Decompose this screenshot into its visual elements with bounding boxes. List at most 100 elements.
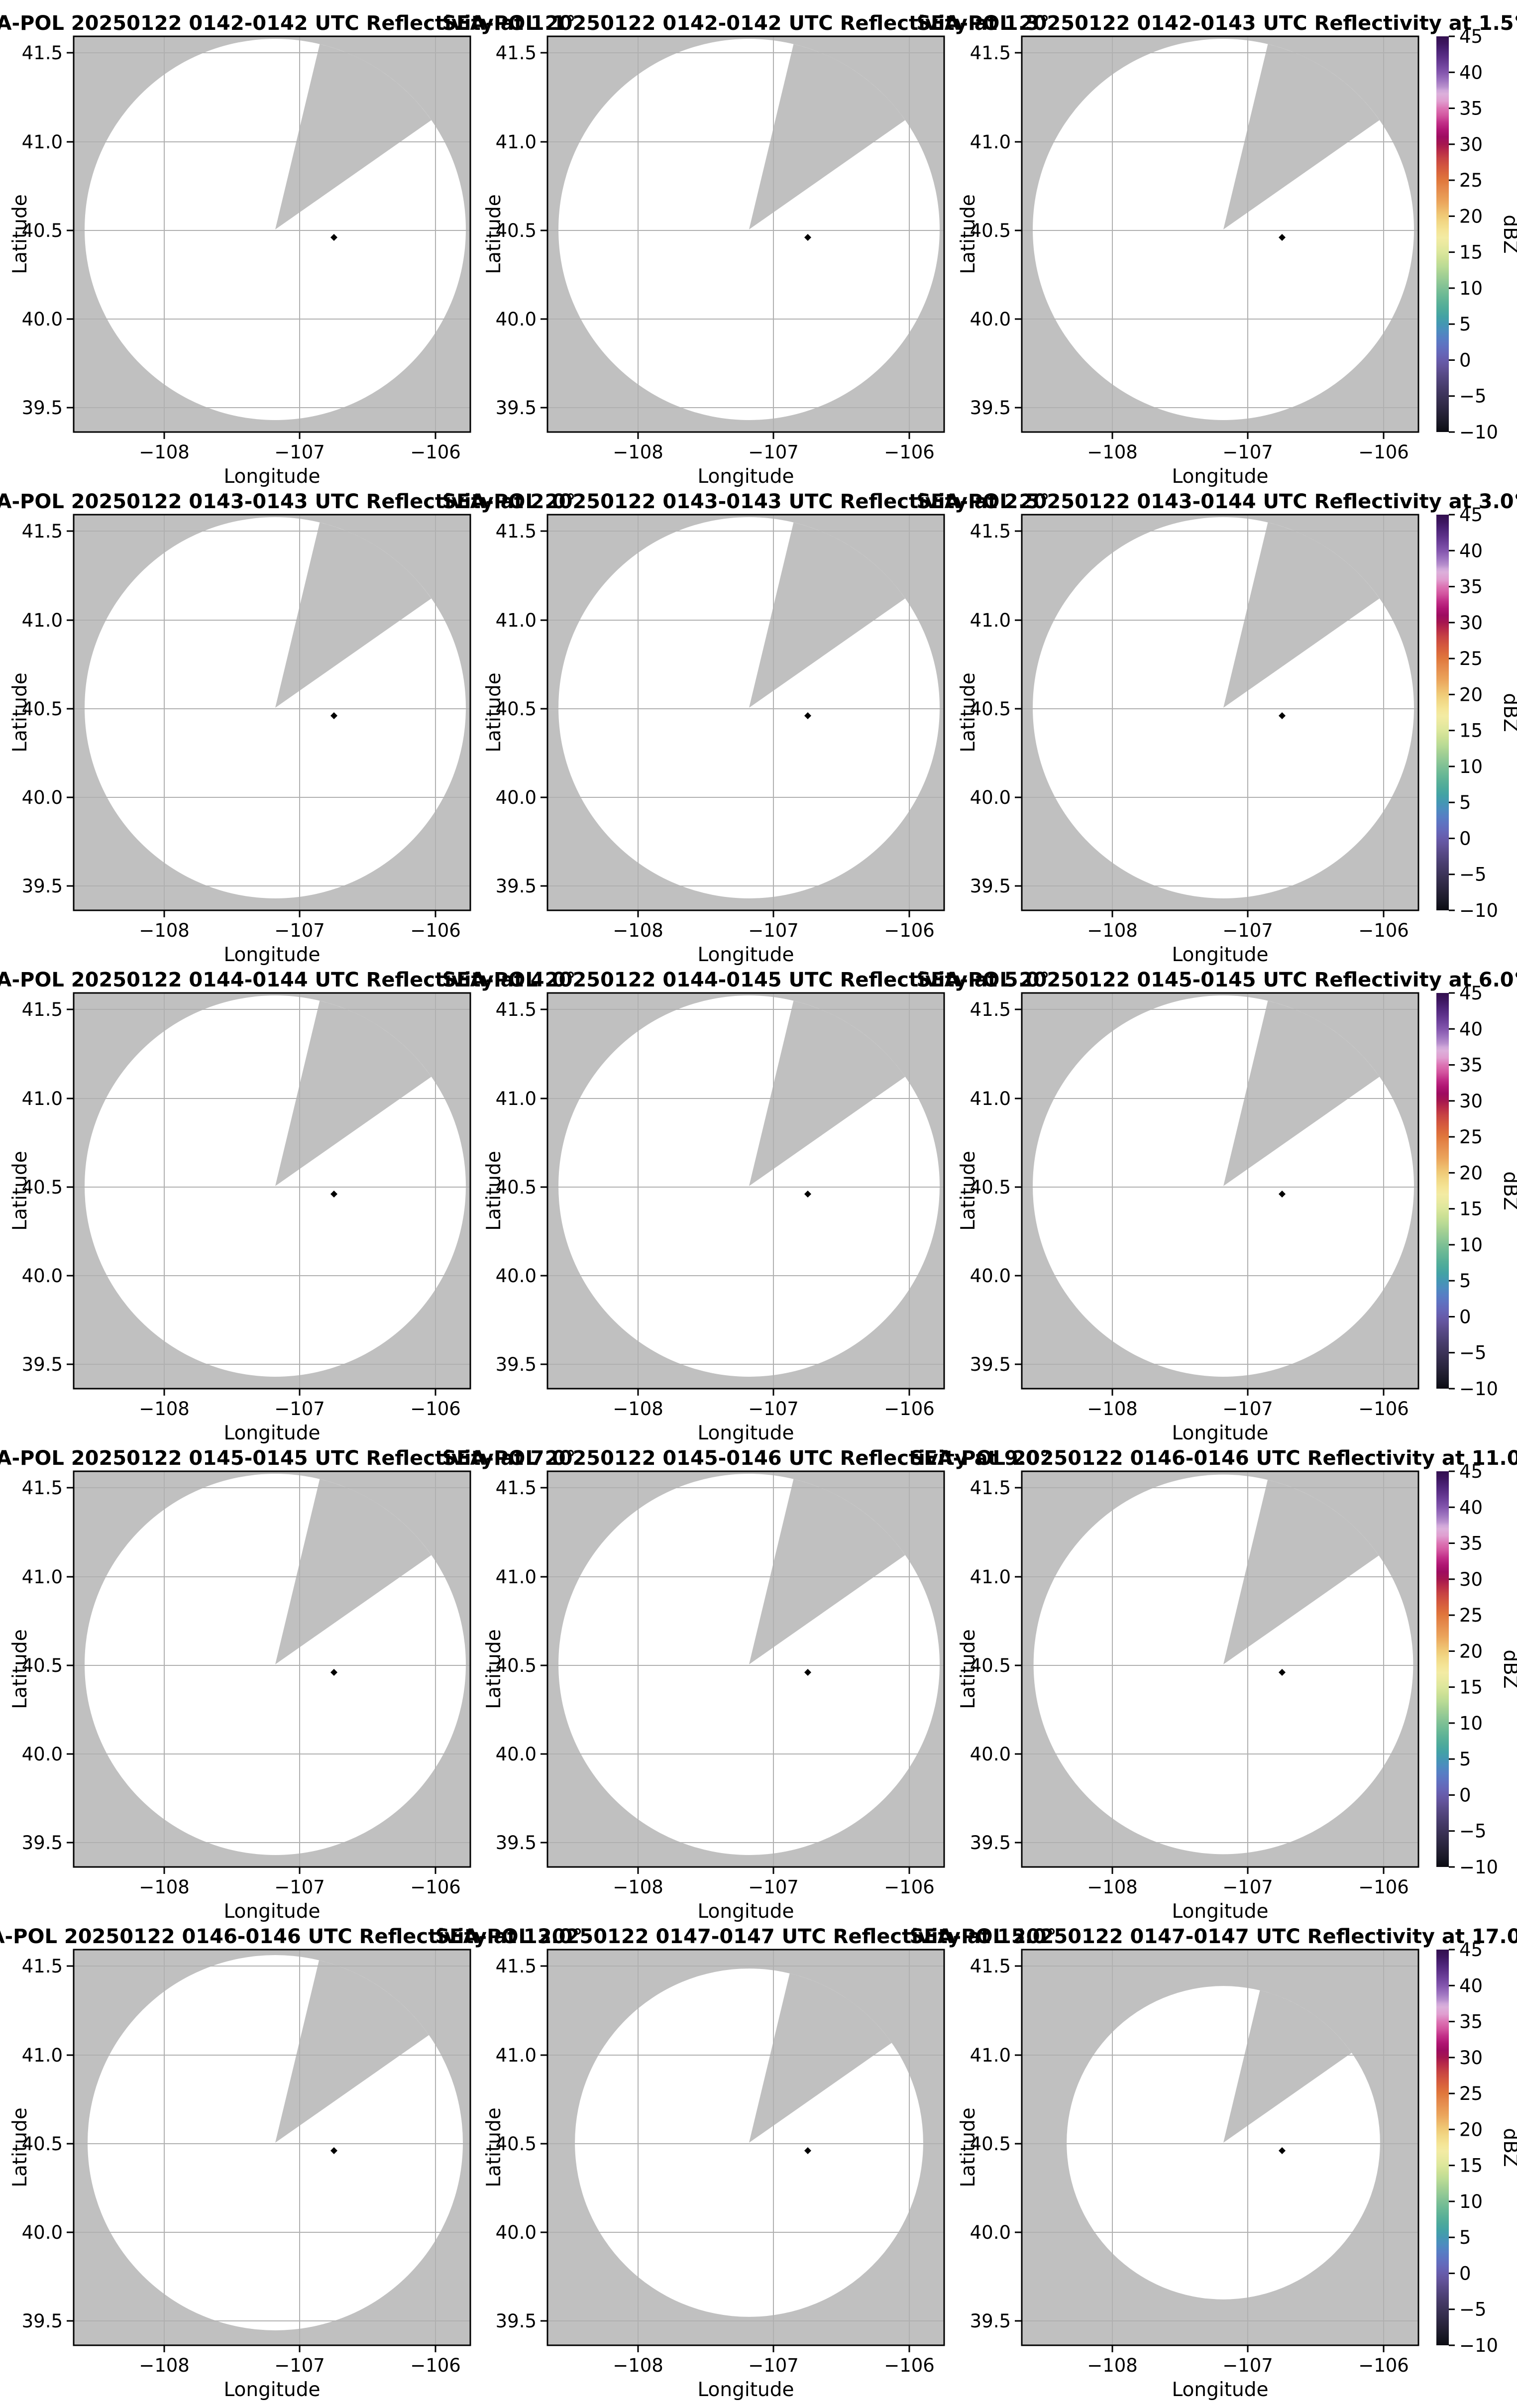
x-tick-label: −106 [1358,2355,1409,2376]
panel-border [546,35,945,433]
y-axis-label: Latitude [483,2107,505,2188]
x-tick-label: −106 [884,1398,935,1420]
y-tick-label: 39.5 [496,1354,537,1375]
panel-border [546,1949,945,2346]
x-tick-label: −108 [1087,1398,1138,1420]
site-marker [804,1669,811,1676]
panel-title: SEA-POL 20250122 0142-0142 UTC Reflectiv… [442,12,1049,35]
panel-border [1021,1470,1419,1868]
y-tick-label: 41.5 [22,1956,63,1977]
x-tick-label: −108 [139,920,190,941]
site-marker [804,1191,811,1198]
y-tick-label: 39.5 [22,2310,63,2332]
site-marker [330,1191,337,1198]
y-tick-label: 39.5 [496,1832,537,1854]
ppi-panel-11: SEA-POL 20250122 0146-0146 UTC Reflectiv… [909,1447,1517,1923]
colorbar-tick-label: −5 [1459,864,1487,885]
y-tick-label: 40.5 [496,220,537,241]
y-tick-label: 40.0 [496,2222,537,2243]
x-tick-label: −107 [748,441,799,463]
y-tick-label: 41.0 [970,1088,1011,1109]
y-tick-label: 41.5 [22,1477,63,1499]
y-axis-label: Latitude [9,2107,31,2188]
y-tick-label: 41.5 [496,1477,537,1499]
y-axis-label: Latitude [957,1629,979,1709]
ppi-panel-4: SEA-POL 20250122 0144-0144 UTC Reflectiv… [0,969,576,1444]
y-tick-label: 40.5 [22,1655,63,1676]
y-axis-label: Latitude [483,1151,505,1231]
panel-title: SEA-POL 20250122 0147-0147 UTC Reflectiv… [435,1925,1056,1948]
y-axis-label: Latitude [9,672,31,753]
colorbar-unit-label: dBZ [1499,2128,1517,2167]
y-axis-label: Latitude [957,194,979,274]
x-axis-label: Longitude [1172,1422,1269,1444]
y-tick-label: 41.0 [22,2045,63,2066]
blocked-sector-wedge [1223,522,1380,708]
colorbar-gradient [1436,1471,1449,1867]
colorbar-tick-label: 35 [1459,1055,1483,1076]
x-tick-label: −106 [410,1398,461,1420]
colorbar-tick-label: 30 [1459,2047,1483,2069]
colorbar-tick-label: 5 [1459,792,1471,813]
y-tick-label: 41.5 [496,42,537,64]
x-axis-label: Longitude [224,1422,321,1444]
y-tick-label: 40.0 [22,787,63,808]
colorbar-tick-label: 45 [1459,983,1483,1004]
colorbar-tick-label: 5 [1459,1749,1471,1770]
colorbar-row-4: 45 40 35 30 25 20 15 10 5 0 −5 −10 dBZ [1436,1461,1517,1878]
y-tick-label: 39.5 [970,876,1011,897]
panel-border [546,1470,945,1868]
site-marker [1279,1669,1286,1676]
y-axis-label: Latitude [483,672,505,753]
y-axis-label: Latitude [483,194,505,274]
colorbar-unit-label: dBZ [1499,693,1517,732]
blocked-sector-wedge [275,522,432,708]
y-tick-label: 41.5 [970,999,1011,1020]
blocked-sector-wedge [1223,44,1380,229]
panel-border [73,514,471,911]
panel-border [1021,1949,1419,2346]
x-tick-label: −107 [1222,2355,1273,2376]
x-tick-label: −106 [1358,920,1409,941]
x-tick-label: −106 [884,441,935,463]
blocked-sector-wedge [749,1973,892,2143]
x-tick-label: −108 [1087,1876,1138,1898]
panel-border [1021,35,1419,433]
x-tick-label: −107 [1222,1398,1273,1420]
blocked-sector-wedge [749,1000,905,1186]
x-tick-label: −107 [274,441,325,463]
y-tick-label: 40.0 [22,1744,63,1765]
y-tick-label: 39.5 [22,1832,63,1854]
x-axis-label: Longitude [698,2379,794,2401]
site-marker [330,712,337,719]
panel-border [546,514,945,911]
y-tick-label: 39.5 [22,1354,63,1375]
y-tick-label: 40.0 [496,309,537,330]
panel-border [73,1949,471,2346]
y-axis-label: Latitude [957,2107,979,2188]
colorbar-tick-label: 25 [1459,2083,1483,2104]
colorbar-tick-label: 40 [1459,62,1483,83]
panel-title: SEA-POL 20250122 0145-0145 UTC Reflectiv… [916,969,1517,991]
y-tick-label: 41.5 [22,521,63,542]
y-tick-label: 40.0 [970,1744,1011,1765]
blocked-sector-wedge [749,44,905,229]
colorbar-tick-label: 15 [1459,720,1483,742]
blocked-sector-wedge [275,44,432,229]
panel-title: SEA-POL 20250122 0143-0144 UTC Reflectiv… [916,490,1517,513]
colorbar-unit-label: dBZ [1499,1171,1517,1210]
x-tick-label: −108 [613,2355,663,2376]
x-tick-label: −107 [274,1398,325,1420]
panel-title: SEA-POL 20250122 0144-0145 UTC Reflectiv… [442,969,1049,991]
colorbar-tick-label: 10 [1459,278,1483,299]
colorbar-tick-label: 10 [1459,756,1483,777]
colorbar-gradient [1436,515,1449,910]
y-tick-label: 39.5 [970,397,1011,419]
x-tick-label: −106 [410,441,461,463]
x-tick-label: −106 [884,1876,935,1898]
x-tick-label: −106 [1358,1398,1409,1420]
y-axis-label: Latitude [483,1629,505,1709]
y-tick-label: 41.0 [496,2045,537,2066]
y-tick-label: 41.0 [22,1088,63,1109]
